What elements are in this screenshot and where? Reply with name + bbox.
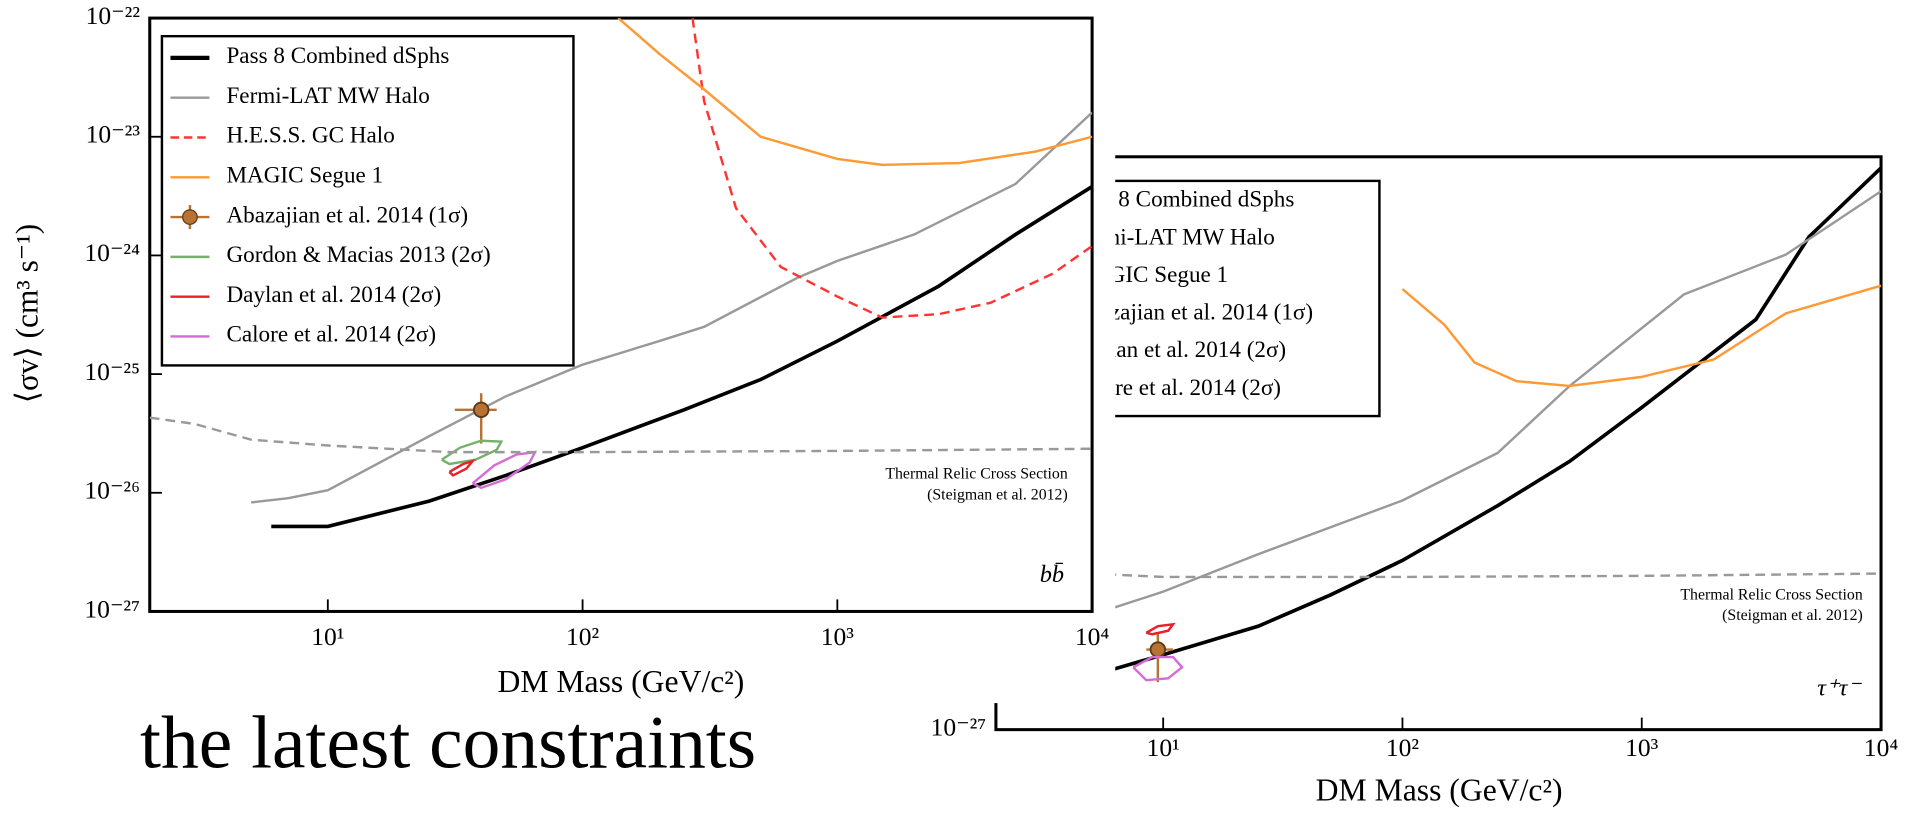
series-line bbox=[617, 18, 1093, 167]
contour bbox=[441, 439, 504, 466]
y-tick-label: 10⁻²³ bbox=[86, 120, 141, 149]
y-tick-label: 10⁻²⁵ bbox=[84, 357, 140, 386]
chart: 10¹ 10² 10³ 10⁴ 10⁻²⁷ 10⁻²⁶ 10⁻²⁵ 10⁻²⁴ 10⁻²³ 10⁻… bbox=[10, 1, 1110, 699]
plot-area bbox=[149, 18, 1093, 529]
legend-label: Gordon & Macias 2013 (2σ) bbox=[226, 241, 490, 267]
contour bbox=[448, 458, 477, 477]
legend-label: Pass 8 Combined dSphs bbox=[226, 42, 449, 68]
x-tick-label: 10² bbox=[1386, 733, 1420, 762]
legend-swatch bbox=[182, 209, 198, 225]
series-line bbox=[149, 416, 1093, 454]
legend-label: Abazajian et al. 2014 (1σ) bbox=[226, 201, 468, 227]
x-tick-label: 10³ bbox=[821, 622, 855, 651]
x-axis-label: DM Mass (GeV/c²) bbox=[1316, 773, 1563, 808]
y-tick-label: 10⁻²² bbox=[86, 1, 141, 30]
x-tick-label: 10¹ bbox=[1147, 733, 1180, 762]
channel-label: bb̄ bbox=[1040, 561, 1064, 588]
series-line bbox=[1109, 166, 1882, 672]
x-tick-label: 10⁴ bbox=[1075, 622, 1110, 651]
legend-label: MAGIC Segue 1 bbox=[226, 162, 383, 188]
slide-text: the latest constraints bbox=[140, 702, 756, 785]
slide-content: 10¹ 10² 10³ 10⁴ 10⁻²⁷ Pass 8 Combined dSphs Fe… bbox=[9, 1, 1899, 808]
contour bbox=[1132, 655, 1184, 682]
x-tick-label: 10⁴ bbox=[1864, 733, 1899, 762]
legend-box bbox=[160, 34, 575, 367]
legend-label: Calore et al. 2014 (2σ) bbox=[226, 321, 436, 347]
legend-label: H.E.S.S. GC Halo bbox=[226, 122, 394, 148]
series-line bbox=[251, 111, 1093, 504]
contour bbox=[1145, 622, 1176, 636]
x-tick-label: 10² bbox=[566, 622, 600, 651]
annotation: Thermal Relic Cross Section bbox=[1680, 586, 1863, 603]
legend-label: Fermi-LAT MW Halo bbox=[226, 82, 429, 108]
y-axis-label: ⟨σv⟩ (cm³ s⁻¹) bbox=[10, 224, 45, 403]
series-line bbox=[691, 18, 1093, 319]
data-point bbox=[1149, 641, 1167, 658]
data-point bbox=[472, 401, 490, 418]
annotation: (Steigman et al. 2012) bbox=[927, 486, 1068, 503]
plot-frame bbox=[148, 16, 1094, 613]
channel-label: τ⁺τ⁻ bbox=[1817, 674, 1862, 701]
series-line bbox=[1401, 284, 1882, 388]
x-tick-label: 10¹ bbox=[311, 622, 344, 651]
series-line bbox=[1090, 190, 1882, 617]
x-tick-label: 10³ bbox=[1625, 733, 1659, 762]
series-line bbox=[995, 566, 1882, 579]
series-line bbox=[271, 185, 1093, 529]
y-tick-label: 10⁻²⁶ bbox=[84, 476, 140, 505]
y-tick-label: 10⁻²⁷ bbox=[84, 594, 140, 623]
annotation: (Steigman et al. 2012) bbox=[1722, 607, 1863, 624]
y-tick-label: 10⁻²⁷ bbox=[931, 713, 987, 742]
x-axis-label: DM Mass (GeV/c²) bbox=[498, 664, 745, 699]
y-tick-label: 10⁻²⁴ bbox=[84, 238, 140, 267]
legend-label: Daylan et al. 2014 (2σ) bbox=[226, 281, 441, 307]
annotation: Thermal Relic Cross Section bbox=[885, 466, 1068, 483]
contour bbox=[471, 450, 538, 490]
